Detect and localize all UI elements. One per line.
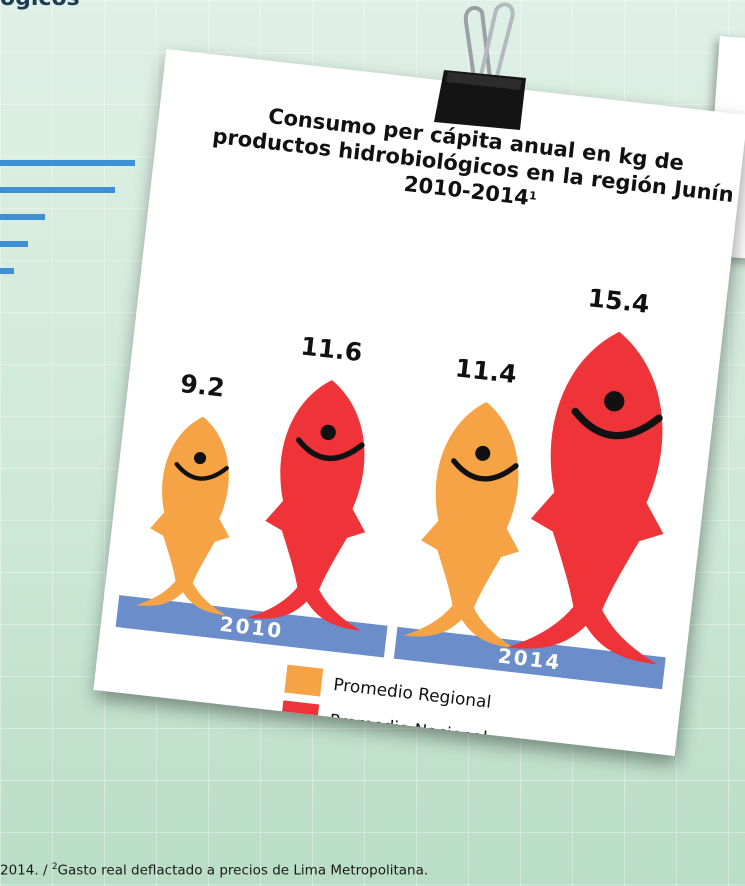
footnote-source-year: 2014. [0, 862, 39, 879]
category-base-2014 [393, 626, 666, 690]
category-base-2010 [115, 595, 388, 658]
fish-2014-nacional [507, 323, 695, 665]
footnote: 2014. / 2Gasto real deflactado a precios… [0, 862, 745, 879]
fish-2010-nacional [247, 373, 389, 631]
decorative-bar [0, 187, 115, 193]
value-label-2010-nacional: 11.6 [299, 331, 364, 367]
page-title-fragment: ógicos [0, 0, 80, 11]
decorative-bar [0, 214, 45, 220]
chart-card: Consumo per cápita anual en kg de produc… [93, 48, 745, 757]
value-label-2014-regional: 11.4 [454, 353, 519, 389]
value-label-2010-regional: 9.2 [179, 369, 226, 403]
fish-2014-regional [403, 395, 542, 649]
footnote-marker: 2 [51, 862, 58, 872]
fish-marks [136, 323, 695, 665]
decorative-bar [0, 268, 14, 274]
chart-title-footnote-marker: 1 [528, 189, 537, 203]
value-labels: 9.2 11.6 11.4 15.4 [179, 283, 651, 403]
legend-swatch-0 [284, 664, 324, 697]
decorative-bar [0, 241, 28, 247]
fish-2010-regional [136, 411, 248, 616]
value-label-2014-nacional: 15.4 [586, 283, 651, 319]
decorative-bars [0, 160, 135, 295]
binder-clip-icon [434, 2, 526, 130]
decorative-bar [0, 160, 135, 166]
legend-label-0: Promedio Regional [332, 675, 492, 713]
fish-chart: Consumo per cápita anual en kg de produc… [115, 104, 735, 749]
footnote-separator: / [42, 862, 48, 879]
footnote-text: Gasto real deflactado a precios de Lima … [57, 862, 429, 879]
